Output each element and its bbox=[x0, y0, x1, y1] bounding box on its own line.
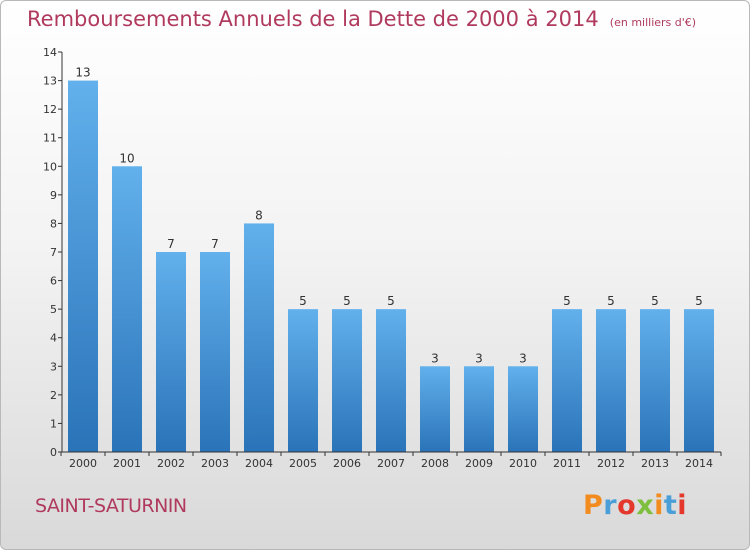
logo-letter: o bbox=[617, 490, 637, 521]
x-tick-label-2006: 2006 bbox=[333, 457, 361, 470]
logo-letter: t bbox=[663, 490, 678, 521]
x-tick-label-2008: 2008 bbox=[421, 457, 449, 470]
logo-letter: r bbox=[603, 490, 618, 521]
x-tick-label-2001: 2001 bbox=[113, 457, 141, 470]
bar-2013 bbox=[640, 309, 670, 452]
x-tick-label-2013: 2013 bbox=[641, 457, 669, 470]
x-tick-label-2005: 2005 bbox=[289, 457, 317, 470]
x-tick-label-2011: 2011 bbox=[553, 457, 581, 470]
data-label-2006: 5 bbox=[343, 294, 351, 308]
bar-2001 bbox=[112, 166, 142, 453]
y-tick-label-12: 12 bbox=[43, 103, 57, 116]
bar-2011 bbox=[552, 309, 582, 452]
bar-2003 bbox=[200, 252, 230, 452]
bar-2005 bbox=[288, 309, 318, 452]
y-tick-label-8: 8 bbox=[50, 217, 57, 230]
x-tick-label-2007: 2007 bbox=[377, 457, 405, 470]
y-tick-label-1: 1 bbox=[50, 417, 57, 430]
data-label-2009: 3 bbox=[475, 351, 483, 365]
bar-2000 bbox=[68, 80, 98, 453]
y-tick-label-4: 4 bbox=[50, 332, 57, 345]
data-label-2001: 10 bbox=[119, 151, 134, 165]
bar-2008 bbox=[420, 366, 450, 452]
data-label-2013: 5 bbox=[651, 294, 659, 308]
bar-2009 bbox=[464, 366, 494, 452]
x-tick-label-2000: 2000 bbox=[69, 457, 97, 470]
y-tick-label-0: 0 bbox=[50, 446, 57, 459]
bar-2010 bbox=[508, 366, 538, 452]
data-label-2007: 5 bbox=[387, 294, 395, 308]
x-tick-label-2003: 2003 bbox=[201, 457, 229, 470]
chart-title: Remboursements Annuels de la Dette de 20… bbox=[27, 7, 696, 31]
logo-letter: P bbox=[583, 490, 604, 521]
x-tick-label-2014: 2014 bbox=[685, 457, 713, 470]
bar-2007 bbox=[376, 309, 406, 452]
logo-letter: i bbox=[677, 490, 688, 521]
y-tick-label-7: 7 bbox=[50, 246, 57, 259]
x-tick-label-2009: 2009 bbox=[465, 457, 493, 470]
y-tick-label-9: 9 bbox=[50, 189, 57, 202]
bar-2012 bbox=[596, 309, 626, 452]
bar-2014 bbox=[684, 309, 714, 452]
y-tick-label-2: 2 bbox=[50, 389, 57, 402]
logo-letter: x bbox=[636, 490, 655, 521]
city-name: SAINT-SATURNIN bbox=[35, 495, 187, 517]
proxiti-logo[interactable]: Proxiti bbox=[583, 490, 687, 521]
y-tick-label-6: 6 bbox=[50, 275, 57, 288]
chart-title-text: Remboursements Annuels de la Dette de 20… bbox=[27, 7, 599, 31]
data-label-2010: 3 bbox=[519, 351, 527, 365]
data-label-2004: 8 bbox=[255, 208, 263, 222]
data-label-2005: 5 bbox=[299, 294, 307, 308]
y-tick-label-5: 5 bbox=[50, 303, 57, 316]
data-label-2014: 5 bbox=[695, 294, 703, 308]
bar-2002 bbox=[156, 252, 186, 452]
data-label-2003: 7 bbox=[211, 237, 219, 251]
y-tick-label-14: 14 bbox=[43, 46, 57, 59]
data-label-2000: 13 bbox=[75, 66, 90, 80]
y-tick-label-13: 13 bbox=[43, 75, 57, 88]
y-tick-label-10: 10 bbox=[43, 160, 57, 173]
data-label-2011: 5 bbox=[563, 294, 571, 308]
x-tick-label-2012: 2012 bbox=[597, 457, 625, 470]
x-tick-label-2002: 2002 bbox=[157, 457, 185, 470]
y-tick-label-11: 11 bbox=[43, 132, 57, 145]
data-label-2008: 3 bbox=[431, 351, 439, 365]
x-tick-label-2010: 2010 bbox=[509, 457, 537, 470]
chart-unit: (en milliers d'€) bbox=[609, 16, 697, 29]
bar-2006 bbox=[332, 309, 362, 452]
x-tick-label-2004: 2004 bbox=[245, 457, 273, 470]
data-label-2012: 5 bbox=[607, 294, 615, 308]
y-tick-label-3: 3 bbox=[50, 360, 57, 373]
logo-letter: i bbox=[654, 490, 664, 521]
bar-2004 bbox=[244, 223, 274, 452]
data-label-2002: 7 bbox=[167, 237, 175, 251]
